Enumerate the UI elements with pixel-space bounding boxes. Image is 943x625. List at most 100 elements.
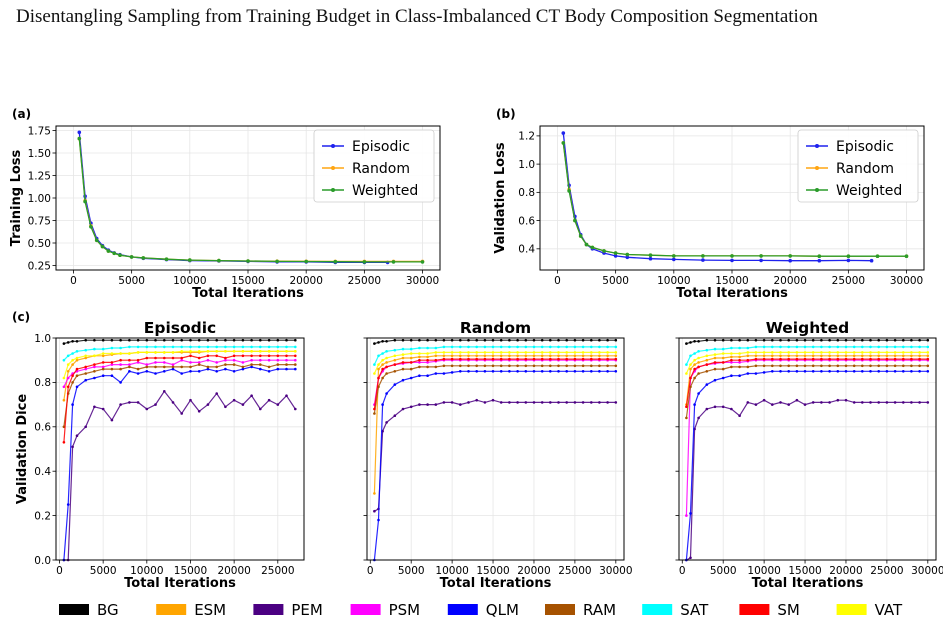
data-point bbox=[241, 354, 245, 358]
data-point bbox=[705, 370, 709, 373]
data-point bbox=[565, 401, 568, 404]
data-point bbox=[910, 364, 913, 368]
data-point bbox=[787, 345, 790, 349]
data-point bbox=[902, 370, 905, 373]
data-point bbox=[590, 354, 593, 358]
data-point bbox=[746, 346, 750, 350]
data-point bbox=[713, 405, 717, 409]
legend-label: Weighted bbox=[352, 183, 418, 199]
data-point bbox=[697, 340, 700, 343]
series-line bbox=[63, 363, 296, 427]
series-ram bbox=[62, 363, 297, 429]
x-tick-label: 20000 bbox=[217, 565, 250, 577]
data-point bbox=[459, 345, 462, 349]
data-point bbox=[241, 350, 245, 353]
data-point bbox=[197, 338, 201, 342]
legend-label-qlm: QLM bbox=[486, 601, 519, 619]
data-point bbox=[434, 358, 438, 362]
data-point bbox=[759, 258, 763, 263]
data-point bbox=[910, 351, 913, 354]
data-point bbox=[795, 354, 799, 358]
data-point bbox=[902, 354, 905, 358]
data-point bbox=[508, 364, 511, 368]
data-point bbox=[885, 370, 889, 373]
x-tick-label: 5000 bbox=[90, 565, 117, 577]
data-point bbox=[730, 355, 733, 359]
x-tick-label: 15000 bbox=[174, 565, 207, 577]
data-point bbox=[467, 370, 470, 373]
data-point bbox=[426, 355, 429, 359]
data-point bbox=[689, 376, 692, 380]
data-point bbox=[565, 351, 568, 354]
data-point bbox=[232, 354, 236, 358]
series-sm bbox=[685, 357, 930, 409]
x-tick-label: 10000 bbox=[130, 565, 163, 577]
legend: Episodic Random Weighted bbox=[797, 129, 919, 203]
series-sat bbox=[62, 345, 297, 362]
data-point bbox=[442, 351, 446, 354]
data-point bbox=[721, 405, 725, 409]
subplot-title: Weighted bbox=[766, 319, 850, 337]
legend-label-sm: SM bbox=[777, 601, 799, 619]
data-point bbox=[71, 445, 74, 449]
data-point bbox=[119, 403, 122, 406]
data-point bbox=[499, 401, 503, 404]
data-point bbox=[259, 358, 262, 362]
data-point bbox=[828, 364, 831, 368]
data-point bbox=[689, 556, 692, 560]
data-point bbox=[524, 345, 528, 349]
series-line bbox=[373, 359, 616, 405]
data-point bbox=[910, 338, 913, 342]
x-tick-label: 30000 bbox=[911, 565, 943, 577]
series-line bbox=[685, 351, 928, 374]
series-line bbox=[685, 358, 928, 407]
data-point bbox=[689, 512, 692, 515]
data-point bbox=[721, 361, 725, 364]
y-tick-label: 0.0 bbox=[34, 555, 51, 567]
series-vat bbox=[62, 350, 297, 380]
data-point bbox=[491, 345, 495, 349]
data-point bbox=[450, 371, 454, 374]
data-point bbox=[285, 350, 288, 353]
data-point bbox=[499, 338, 503, 342]
data-point bbox=[788, 254, 792, 258]
legend-marker bbox=[331, 166, 335, 170]
data-point bbox=[846, 254, 851, 258]
data-point bbox=[418, 365, 421, 369]
x-tick-label: 20000 bbox=[829, 565, 862, 577]
data-point bbox=[771, 345, 774, 349]
data-point bbox=[110, 352, 114, 355]
data-point bbox=[189, 361, 192, 364]
data-point bbox=[373, 363, 376, 366]
data-point bbox=[820, 351, 823, 354]
data-point bbox=[730, 258, 734, 263]
legend-label: Random bbox=[836, 161, 894, 177]
data-point bbox=[224, 350, 227, 353]
data-point bbox=[215, 392, 218, 395]
data-point bbox=[136, 361, 140, 364]
data-point bbox=[189, 338, 192, 342]
data-point bbox=[516, 370, 519, 373]
data-point bbox=[426, 374, 429, 378]
data-point bbox=[189, 354, 192, 358]
x-axis-label: Total Iterations bbox=[124, 576, 236, 591]
data-point bbox=[426, 365, 429, 369]
legend-marker bbox=[815, 188, 819, 192]
legend-swatch-bg bbox=[59, 604, 89, 615]
data-point bbox=[693, 352, 696, 355]
data-point bbox=[409, 405, 413, 409]
data-point bbox=[598, 345, 601, 349]
series-line bbox=[685, 365, 928, 418]
data-point bbox=[581, 357, 585, 361]
data-point bbox=[828, 345, 831, 349]
data-point bbox=[836, 345, 840, 349]
series-qlm bbox=[373, 370, 618, 562]
series-esm bbox=[685, 354, 930, 406]
data-point bbox=[836, 354, 840, 358]
subplot-title: Episodic bbox=[144, 319, 216, 337]
data-point bbox=[459, 357, 462, 361]
data-point bbox=[128, 401, 131, 404]
data-point bbox=[811, 345, 815, 349]
data-point bbox=[442, 401, 446, 404]
y-tick-label: 0.2 bbox=[34, 510, 51, 522]
